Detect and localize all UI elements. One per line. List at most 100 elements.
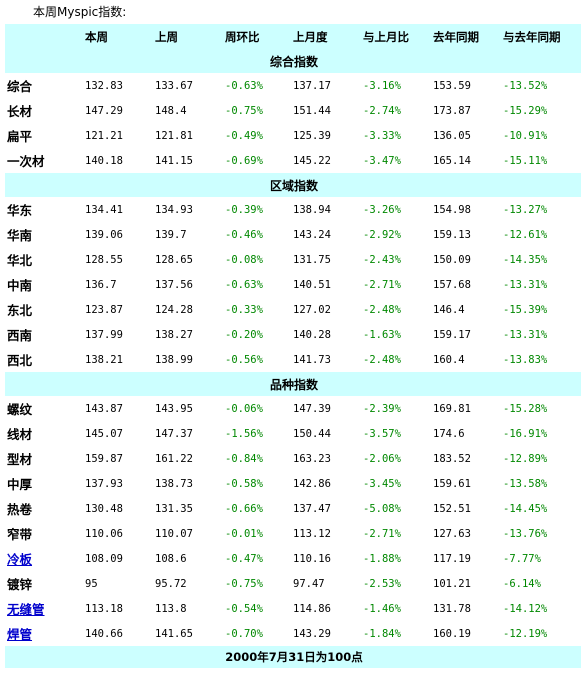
cell-week-change: -0.63% [225, 79, 263, 92]
cell-last-month: 141.73 [293, 353, 331, 366]
cell-month-change: -1.63% [363, 328, 401, 341]
table-row: 综合 132.83 133.67 -0.63% 137.17 -3.16% 153.59 -1… [5, 73, 581, 98]
cell-month-change: -2.71% [363, 527, 401, 540]
cell-last-year: 150.09 [433, 253, 471, 266]
cell-year-change: -12.61% [503, 228, 548, 241]
cell-last-week: 124.28 [155, 303, 193, 316]
cell-this-week: 145.07 [85, 427, 123, 440]
cell-month-change: -2.71% [363, 278, 401, 291]
cell-this-week: 113.18 [85, 602, 123, 615]
cell-week-change: -0.69% [225, 154, 263, 167]
cell-last-week: 141.65 [155, 627, 193, 640]
cell-this-week: 95 [85, 577, 98, 590]
row-name: 一次材 [7, 154, 45, 169]
cell-week-change: -0.70% [225, 627, 263, 640]
cell-last-year: 157.68 [433, 278, 471, 291]
cell-last-week: 133.67 [155, 79, 193, 92]
cell-last-week: 108.6 [155, 552, 187, 565]
table-row: 线材 145.07 147.37 -1.56% 150.44 -3.57% 174.6 -16… [5, 421, 581, 446]
cell-last-month: 140.28 [293, 328, 331, 341]
row-name: 东北 [7, 303, 33, 318]
cell-year-change: -10.91% [503, 129, 548, 142]
cell-last-month: 125.39 [293, 129, 331, 142]
cell-this-week: 140.18 [85, 154, 123, 167]
section-header-row: 品种指数 [5, 372, 581, 396]
row-name-cell: 冷板 [5, 546, 83, 571]
table-row: 螺纹 143.87 143.95 -0.06% 147.39 -2.39% 169.81 -1… [5, 396, 581, 421]
table-row: 扁平 121.21 121.81 -0.49% 125.39 -3.33% 136.05 -1… [5, 123, 581, 148]
cell-last-year: 136.05 [433, 129, 471, 142]
cell-year-change: -15.29% [503, 104, 548, 117]
cell-this-week: 132.83 [85, 79, 123, 92]
cell-month-change: -1.88% [363, 552, 401, 565]
cell-week-change: -0.63% [225, 278, 263, 291]
cell-last-month: 147.39 [293, 402, 331, 415]
cell-month-change: -2.48% [363, 303, 401, 316]
cell-year-change: -15.28% [503, 402, 548, 415]
cell-year-change: -16.91% [503, 427, 548, 440]
cell-last-year: 117.19 [433, 552, 471, 565]
cell-last-month: 140.51 [293, 278, 331, 291]
cell-last-month: 143.24 [293, 228, 331, 241]
cell-last-year: 160.4 [433, 353, 465, 366]
row-name-cell: 焊管 [5, 621, 83, 646]
cell-last-month: 110.16 [293, 552, 331, 565]
table-row: 窄带 110.06 110.07 -0.01% 113.12 -2.71% 127.63 -1… [5, 521, 581, 546]
cell-last-year: 159.13 [433, 228, 471, 241]
cell-last-month: 145.22 [293, 154, 331, 167]
cell-month-change: -5.08% [363, 502, 401, 515]
cell-last-week: 95.72 [155, 577, 187, 590]
cell-last-year: 159.61 [433, 477, 471, 490]
cell-last-month: 138.94 [293, 203, 331, 216]
cell-week-change: -0.08% [225, 253, 263, 266]
cell-week-change: -0.39% [225, 203, 263, 216]
cell-month-change: -3.26% [363, 203, 401, 216]
row-name: 窄带 [7, 527, 33, 542]
cell-last-year: 152.51 [433, 502, 471, 515]
cell-last-week: 161.22 [155, 452, 193, 465]
cell-last-year: 153.59 [433, 79, 471, 92]
table-row: 华南 139.06 139.7 -0.46% 143.24 -2.92% 159.13 -12… [5, 222, 581, 247]
cell-this-week: 143.87 [85, 402, 123, 415]
table-row: 华北 128.55 128.65 -0.08% 131.75 -2.43% 150.09 -1… [5, 247, 581, 272]
cell-last-week: 128.65 [155, 253, 193, 266]
table-row: 热卷 130.48 131.35 -0.66% 137.47 -5.08% 152.51 -1… [5, 496, 581, 521]
cell-last-year: 160.19 [433, 627, 471, 640]
table-row: 中南 136.7 137.56 -0.63% 140.51 -2.71% 157.68 -13… [5, 272, 581, 297]
cell-last-month: 150.44 [293, 427, 331, 440]
cell-this-week: 136.7 [85, 278, 117, 291]
cell-last-month: 142.86 [293, 477, 331, 490]
cell-month-change: -2.53% [363, 577, 401, 590]
cell-year-change: -7.77% [503, 552, 541, 565]
cell-this-week: 137.93 [85, 477, 123, 490]
cell-year-change: -13.52% [503, 79, 548, 92]
row-name-link[interactable]: 冷板 [7, 552, 33, 567]
row-name-link[interactable]: 无缝管 [7, 602, 45, 617]
cell-week-change: -0.01% [225, 527, 263, 540]
cell-month-change: -2.92% [363, 228, 401, 241]
cell-last-year: 131.78 [433, 602, 471, 615]
cell-last-month: 151.44 [293, 104, 331, 117]
table-row: 中厚 137.93 138.73 -0.58% 142.86 -3.45% 159.61 -1… [5, 471, 581, 496]
cell-last-week: 134.93 [155, 203, 193, 216]
cell-week-change: -1.56% [225, 427, 263, 440]
cell-month-change: -2.48% [363, 353, 401, 366]
cell-this-week: 159.87 [85, 452, 123, 465]
cell-last-week: 138.73 [155, 477, 193, 490]
row-name-link[interactable]: 焊管 [7, 627, 33, 642]
section-title: 综合指数 [269, 54, 318, 69]
header-year-change: 与去年同期 [503, 29, 561, 44]
cell-last-month: 114.86 [293, 602, 331, 615]
cell-this-week: 138.21 [85, 353, 123, 366]
cell-last-month: 127.02 [293, 303, 331, 316]
table-row: 西北 138.21 138.99 -0.56% 141.73 -2.48% 160.4 -13… [5, 347, 581, 372]
cell-last-week: 113.8 [155, 602, 187, 615]
table-row: 冷板 108.09 108.6 -0.47% 110.16 -1.88% 117.19 -7.… [5, 546, 581, 571]
cell-week-change: -0.66% [225, 502, 263, 515]
cell-week-change: -0.47% [225, 552, 263, 565]
cell-this-week: 147.29 [85, 104, 123, 117]
cell-this-week: 123.87 [85, 303, 123, 316]
cell-last-week: 147.37 [155, 427, 193, 440]
cell-week-change: -0.49% [225, 129, 263, 142]
section-header-row: 综合指数 [5, 49, 581, 73]
